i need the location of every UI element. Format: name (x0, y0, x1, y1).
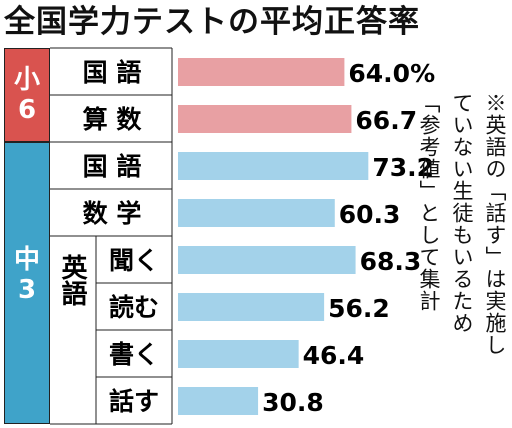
footnote-line-2: ていない生徒もいるため (450, 92, 474, 334)
grade-label-elementary-num: 6 (17, 95, 37, 125)
data-label: 56.2 (328, 294, 390, 323)
chart-title: 全国学力テストの平均正答率 (4, 4, 420, 40)
data-label: 60.3 (339, 200, 401, 229)
bar (178, 340, 299, 368)
grade-label-junior-char: 中 (13, 245, 40, 275)
grade-label-elementary-char: 小 (13, 65, 40, 95)
bar (178, 105, 352, 133)
bar (178, 199, 335, 227)
grade-label-junior-3: 中 3 (4, 142, 50, 424)
footnote-line-1: ※英語の「話す」は実施し (483, 92, 507, 356)
grade-label-elementary-6: 小 6 (4, 48, 50, 142)
data-label: 73.2 (372, 153, 434, 182)
bar (178, 293, 325, 321)
table-grid (50, 47, 173, 425)
grade-label-junior-num: 3 (17, 275, 37, 305)
bar (178, 152, 369, 180)
bar (178, 246, 356, 274)
category-label: 国 語 (83, 152, 142, 181)
category-label: 聞く (109, 246, 159, 275)
footnote-line-3: 「参考値」として集計 (417, 92, 441, 312)
category-label: 読む (109, 293, 159, 322)
category-label: 国 語 (83, 58, 142, 87)
data-label: 46.4 (303, 341, 365, 370)
bar (178, 387, 259, 415)
subgroup-label-english: 英語 (57, 254, 87, 306)
category-label: 話す (109, 387, 159, 416)
data-label: 64.0% (348, 59, 435, 88)
data-label: 68.3 (360, 247, 422, 276)
category-label: 算 数 (83, 105, 143, 134)
data-label: 66.7 (355, 106, 417, 135)
bar (178, 58, 345, 86)
footnote: ※英語の「話す」は実施し ていない生徒もいるため 「参考値」として集計 (408, 92, 508, 416)
category-label: 数 学 (83, 199, 142, 228)
data-label: 30.8 (262, 388, 324, 417)
category-label: 書く (109, 340, 159, 369)
